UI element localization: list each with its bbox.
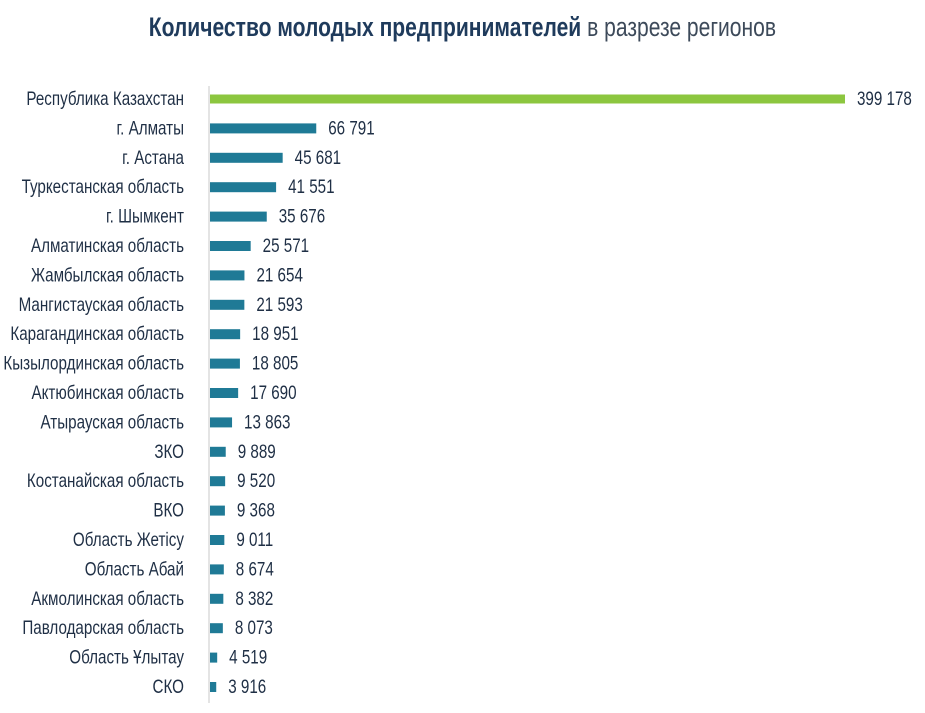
- category-label: г. Алматы: [116, 117, 184, 139]
- value-label: 18 951: [252, 323, 298, 345]
- category-label: Актюбинская область: [31, 381, 184, 403]
- value-label: 8 382: [235, 587, 273, 609]
- category-label: Костанайская область: [27, 470, 184, 492]
- bar: [210, 417, 233, 428]
- value-label: 18 805: [252, 352, 298, 374]
- category-label: ВКО: [153, 499, 184, 521]
- bar-total: [210, 94, 845, 104]
- bar: [210, 241, 251, 251]
- category-label: Акмолинская область: [31, 587, 184, 609]
- value-label: 399 178: [857, 87, 912, 109]
- value-label: 21 593: [256, 293, 302, 315]
- value-label: 66 791: [328, 117, 374, 139]
- value-label: 8 674: [236, 558, 274, 580]
- value-label: 13 863: [244, 411, 290, 433]
- bar: [210, 652, 218, 663]
- value-label: 9 368: [237, 499, 275, 521]
- value-label: 35 676: [279, 205, 325, 227]
- bar: [210, 682, 217, 692]
- category-label: ЗКО: [154, 440, 184, 462]
- category-label: Мангистауская область: [19, 293, 184, 315]
- category-label: Алматинская область: [31, 234, 184, 256]
- category-label: Карагандинская область: [10, 323, 184, 345]
- value-label: 25 571: [263, 234, 309, 256]
- bar: [210, 476, 226, 487]
- bar: [210, 535, 225, 545]
- category-label: Область Ұлытау: [69, 646, 184, 668]
- category-label: Область Жетісу: [73, 528, 184, 550]
- bar: [210, 593, 224, 604]
- value-label: 3 916: [228, 675, 266, 697]
- bar: [210, 329, 241, 340]
- bar: [210, 388, 239, 398]
- category-label: Жамбылская область: [31, 264, 184, 286]
- value-label: 41 551: [288, 176, 334, 198]
- value-label: 45 681: [295, 146, 341, 168]
- value-label: 9 011: [236, 528, 273, 550]
- category-label: г. Астана: [122, 146, 184, 168]
- chart-title-rest: в разрезе регионов: [581, 12, 777, 42]
- value-label: 21 654: [256, 264, 303, 286]
- value-label: 4 519: [229, 646, 267, 668]
- category-label: Атырауская область: [41, 411, 185, 433]
- bar: [210, 358, 240, 369]
- value-label: 8 073: [235, 617, 273, 639]
- category-label: Павлодарская область: [22, 617, 184, 639]
- category-label: СКО: [153, 675, 184, 697]
- bar: [210, 152, 283, 163]
- bar: [210, 446, 226, 457]
- bar: [210, 299, 245, 310]
- category-label: Туркестанская область: [22, 176, 184, 198]
- value-label: 9 520: [237, 470, 275, 492]
- chart-title-bold: Количество молодых предпринимателей: [148, 12, 582, 42]
- bar: [210, 211, 267, 222]
- bar: [210, 505, 225, 516]
- category-label: Область Абай: [85, 558, 184, 580]
- category-label: Кызылординская область: [3, 352, 184, 374]
- bar: [210, 623, 223, 634]
- bar: [210, 123, 317, 134]
- bar: [210, 270, 245, 281]
- bar: [210, 564, 224, 575]
- value-label: 17 690: [250, 381, 296, 403]
- value-label: 9 889: [238, 440, 276, 462]
- bar: [210, 182, 277, 193]
- chart-title: Количество молодых предпринимателей в ра…: [102, 12, 824, 43]
- category-label: г. Шымкент: [106, 205, 184, 227]
- category-label: Республика Казахстан: [26, 87, 184, 109]
